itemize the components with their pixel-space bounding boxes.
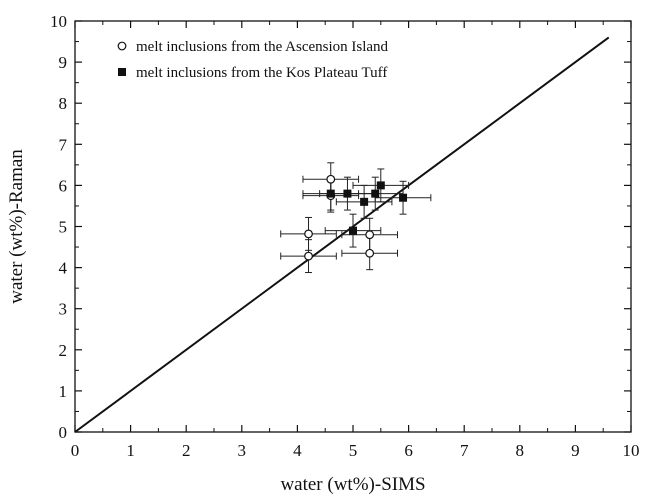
y-tick-label: 8 [59,94,68,113]
y-tick-label: 4 [59,259,68,278]
data-point-ascension [365,230,375,240]
y-tick-label: 1 [59,382,68,401]
y-axis-title: water (wt%)-Raman [6,149,27,304]
x-tick-label: 3 [238,441,247,460]
points-layer [304,174,408,261]
data-point-ascension [304,229,313,239]
data-point-ascension [365,248,375,258]
x-tick-label: 6 [404,441,413,460]
y-tick-label: 10 [50,12,67,31]
data-point-ascension [326,174,336,184]
error-bars-layer [280,162,432,274]
legend-label: melt inclusions from the Kos Plateau Tuf… [136,65,387,81]
data-point-ascension [304,251,313,261]
x-tick-label: 7 [460,441,469,460]
legend-marker-ascension [117,41,127,51]
data-point-kos [326,189,335,198]
x-tick-label: 0 [71,441,80,460]
x-tick-label: 10 [623,441,640,460]
data-point-kos [343,189,352,198]
axes: 0 1 2 3 4 5 6 7 8 9 10 0 1 2 3 4 5 6 7 8 9 10 [50,12,640,460]
y-tick-label: 6 [59,176,68,195]
x-axis-title: water (wt%)-SIMS [280,474,425,495]
legend-label: melt inclusions from the Ascension Islan… [136,39,389,55]
x-tick-label: 9 [571,441,580,460]
data-point-kos [371,189,380,198]
data-point-kos [349,226,357,235]
y-tick-label: 2 [59,341,68,360]
y-tick-label: 5 [59,218,68,237]
y-tick-label: 7 [59,135,68,154]
legend-marker-kos [118,68,126,76]
y-tick-label: 9 [59,53,68,72]
x-tick-label: 4 [293,441,302,460]
x-tick-label: 2 [182,441,191,460]
x-tick-label: 1 [126,441,135,460]
y-tick-label: 3 [59,300,68,319]
legend: melt inclusions from the Ascension Islan… [117,39,389,81]
x-tick-label: 8 [516,441,525,460]
data-point-kos [399,193,408,202]
x-tick-label: 5 [349,441,358,460]
data-point-kos [360,197,369,206]
data-point-kos [376,181,385,190]
y-tick-label: 0 [59,423,68,442]
